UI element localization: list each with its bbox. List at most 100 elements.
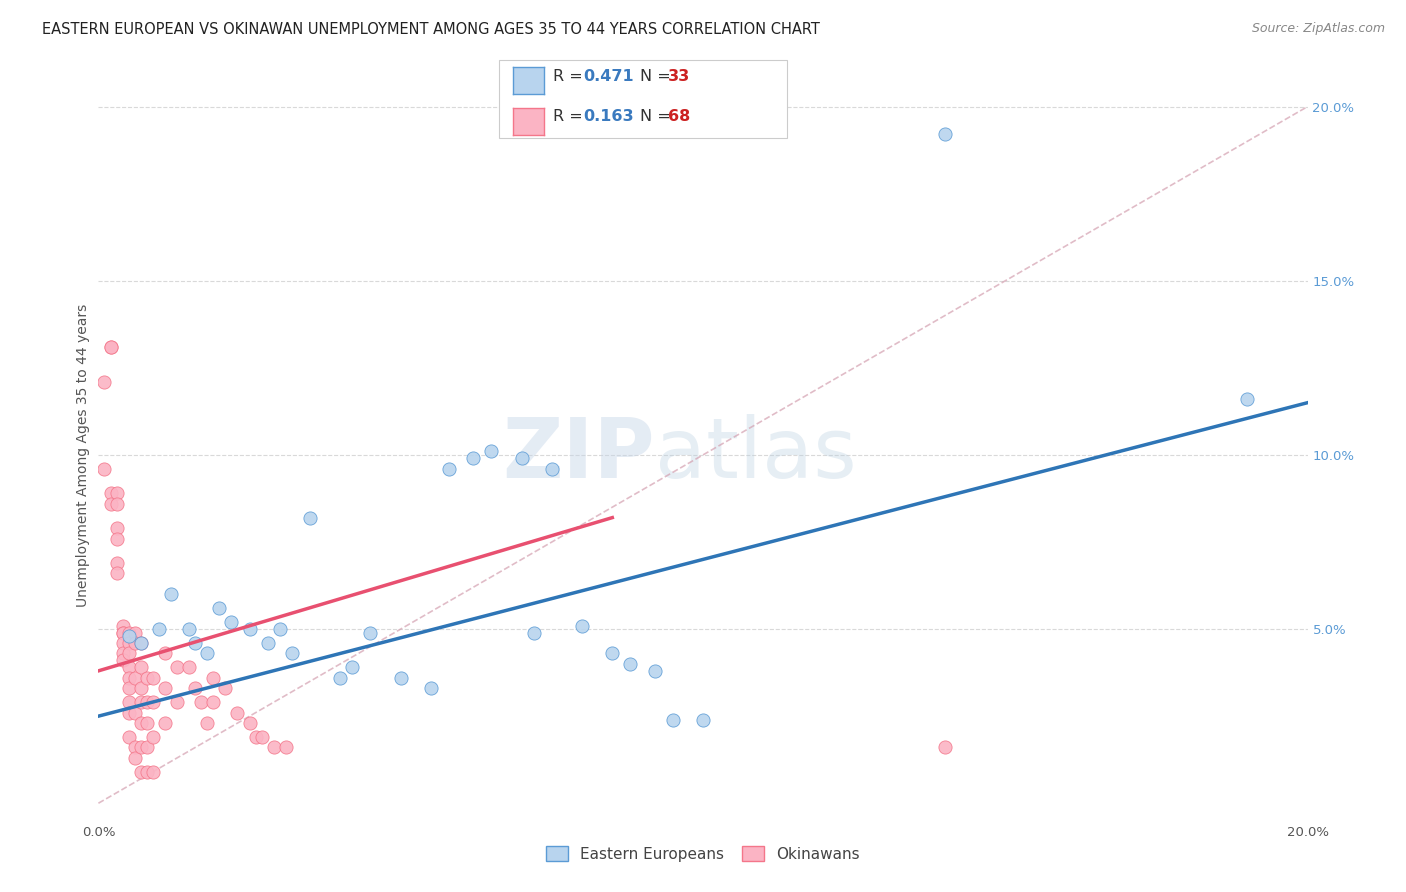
Point <box>179 660 201 674</box>
Point <box>129 764 152 779</box>
Point <box>153 716 176 731</box>
Point <box>269 622 291 636</box>
Point <box>111 625 134 640</box>
Point <box>135 716 157 731</box>
Point <box>934 128 956 142</box>
Point <box>692 713 714 727</box>
Y-axis label: Unemployment Among Ages 35 to 44 years: Unemployment Among Ages 35 to 44 years <box>76 303 90 607</box>
Point <box>214 681 236 696</box>
Point <box>389 671 412 685</box>
Text: N =: N = <box>640 69 676 84</box>
Point <box>118 636 141 650</box>
Point <box>510 451 533 466</box>
Point <box>250 730 273 744</box>
Text: 33: 33 <box>668 69 690 84</box>
Point <box>129 660 152 674</box>
Point <box>360 625 382 640</box>
Point <box>129 716 152 731</box>
Point <box>111 647 134 661</box>
Point <box>299 510 322 524</box>
Point <box>111 653 134 667</box>
Point <box>105 521 128 535</box>
Point <box>245 730 267 744</box>
Point <box>142 671 165 685</box>
Point <box>105 532 128 546</box>
Text: Source: ZipAtlas.com: Source: ZipAtlas.com <box>1251 22 1385 36</box>
Point <box>129 636 152 650</box>
Point <box>523 625 546 640</box>
Point <box>129 681 152 696</box>
Point <box>571 618 593 632</box>
Text: 0.163: 0.163 <box>583 110 634 125</box>
Point <box>329 671 352 685</box>
Point <box>437 462 460 476</box>
Point <box>190 695 212 709</box>
Point <box>124 625 146 640</box>
Point <box>93 462 115 476</box>
Point <box>93 375 115 389</box>
Point <box>166 660 188 674</box>
Text: EASTERN EUROPEAN VS OKINAWAN UNEMPLOYMENT AMONG AGES 35 TO 44 YEARS CORRELATION : EASTERN EUROPEAN VS OKINAWAN UNEMPLOYMEN… <box>42 22 820 37</box>
Point <box>1236 392 1258 407</box>
Point <box>105 566 128 581</box>
Text: N =: N = <box>640 110 676 125</box>
Point <box>111 636 134 650</box>
Point <box>208 601 231 615</box>
Point <box>142 730 165 744</box>
Text: ZIP: ZIP <box>502 415 655 495</box>
Point <box>135 671 157 685</box>
Point <box>118 625 141 640</box>
Point <box>129 636 152 650</box>
Point <box>153 681 176 696</box>
Point <box>195 716 218 731</box>
Point <box>420 681 443 696</box>
Point <box>135 695 157 709</box>
Point <box>118 660 141 674</box>
Point <box>124 751 146 765</box>
Point <box>463 451 485 466</box>
Point <box>105 486 128 500</box>
Point <box>221 615 243 629</box>
Point <box>118 671 141 685</box>
Text: R =: R = <box>553 110 588 125</box>
Point <box>661 713 683 727</box>
Point <box>148 622 170 636</box>
Point <box>124 636 146 650</box>
Point <box>602 647 624 661</box>
Point <box>540 462 562 476</box>
Point <box>195 647 218 661</box>
Point <box>100 340 122 354</box>
Point <box>184 681 207 696</box>
Point <box>160 587 183 601</box>
Point <box>118 681 141 696</box>
Point <box>118 706 141 720</box>
Point <box>124 671 146 685</box>
Point <box>202 671 225 685</box>
Point <box>118 629 141 643</box>
Text: atlas: atlas <box>655 415 856 495</box>
Point <box>135 740 157 755</box>
Point <box>481 444 503 458</box>
Point <box>274 740 297 755</box>
Point <box>153 647 176 661</box>
Point <box>105 556 128 570</box>
Point <box>118 730 141 744</box>
Point <box>111 625 134 640</box>
Point <box>644 664 666 678</box>
Point <box>619 657 641 671</box>
Point <box>100 486 122 500</box>
Point <box>124 740 146 755</box>
Point <box>111 618 134 632</box>
Text: 0.471: 0.471 <box>583 69 634 84</box>
Point <box>142 764 165 779</box>
Point <box>166 695 188 709</box>
Point <box>179 622 201 636</box>
Point <box>256 636 278 650</box>
Point <box>135 764 157 779</box>
Legend: Eastern Europeans, Okinawans: Eastern Europeans, Okinawans <box>540 840 866 868</box>
Point <box>226 706 249 720</box>
Point <box>202 695 225 709</box>
Point <box>124 706 146 720</box>
Point <box>100 340 122 354</box>
Point <box>184 636 207 650</box>
